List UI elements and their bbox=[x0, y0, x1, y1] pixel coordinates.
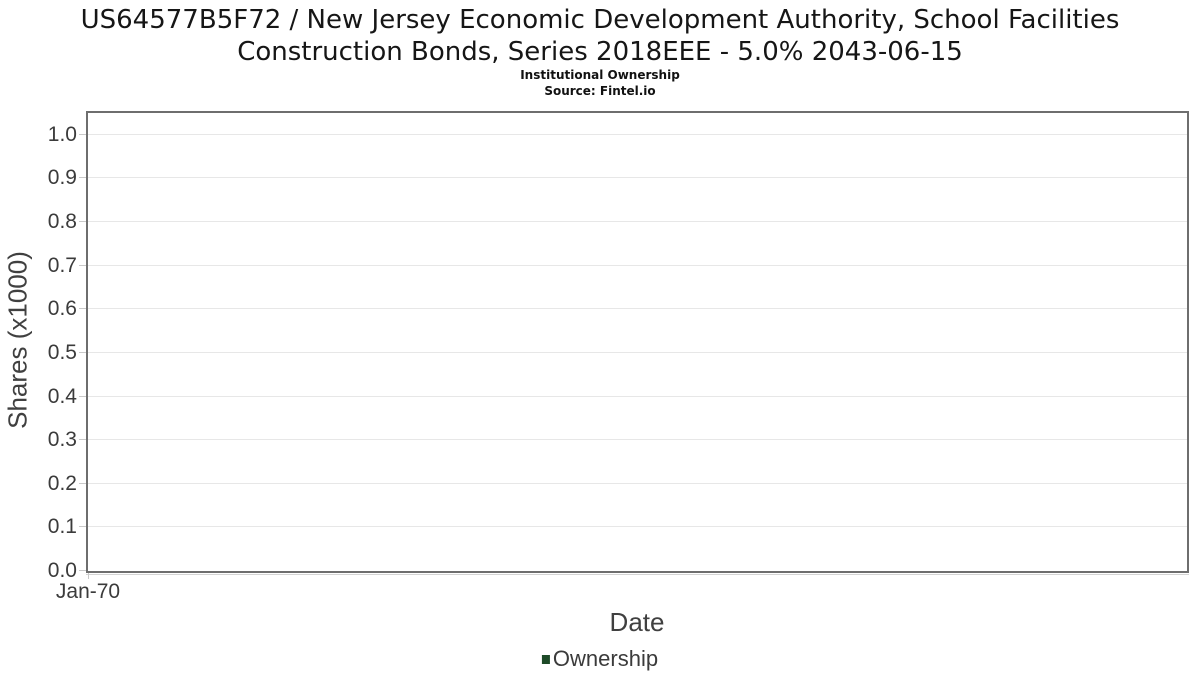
y-tick-label: 0.1 bbox=[47, 515, 77, 539]
y-tick-label: 0.5 bbox=[47, 340, 77, 364]
y-tick-label: 1.0 bbox=[47, 122, 77, 146]
y-tick-mark bbox=[79, 439, 86, 441]
y-gridline bbox=[88, 308, 1187, 310]
chart-title-line1: US64577B5F72 / New Jersey Economic Devel… bbox=[80, 5, 1120, 35]
y-tick-label: 0.0 bbox=[47, 559, 77, 582]
y-tick-label: 0.6 bbox=[47, 297, 77, 321]
y-tick-mark bbox=[79, 308, 86, 310]
y-tick-mark bbox=[79, 482, 86, 484]
legend-label-ownership: Ownership bbox=[552, 646, 659, 671]
y-axis-title: Shares (x1000) bbox=[2, 251, 33, 429]
y-tick-mark bbox=[79, 351, 86, 353]
y-gridline bbox=[88, 526, 1187, 528]
y-tick-label: 0.9 bbox=[47, 166, 77, 190]
y-tick-label: 0.7 bbox=[47, 253, 77, 277]
chart-source-credit: Source: Fintel.io bbox=[544, 84, 656, 98]
legend-item-ownership[interactable]: Ownership bbox=[541, 646, 659, 672]
chart-title-line2: Construction Bonds, Series 2018EEE - 5.0… bbox=[237, 37, 963, 67]
y-tick-label: 0.8 bbox=[47, 210, 77, 234]
y-tick-label: 0.3 bbox=[47, 428, 77, 452]
chart-title: US64577B5F72 / New Jersey Economic Devel… bbox=[0, 4, 1200, 68]
y-tick-mark bbox=[79, 177, 86, 179]
y-tick-mark bbox=[79, 221, 86, 223]
y-gridline bbox=[88, 395, 1187, 397]
legend-swatch-ownership bbox=[541, 654, 550, 664]
x-axis-title: Date bbox=[609, 607, 665, 637]
y-gridline bbox=[88, 221, 1187, 223]
chart-subtitle: Institutional Ownership bbox=[520, 68, 680, 82]
y-tick-label: 0.4 bbox=[47, 384, 77, 408]
y-gridline bbox=[88, 439, 1187, 441]
x-tick-label: Jan-70 bbox=[55, 580, 121, 603]
y-tick-label: 0.2 bbox=[47, 471, 77, 495]
y-tick-mark bbox=[79, 264, 86, 266]
y-gridline bbox=[88, 264, 1187, 266]
x-tick-mark bbox=[88, 573, 89, 579]
y-gridline bbox=[88, 133, 1187, 135]
y-tick-mark bbox=[79, 570, 86, 571]
y-gridline bbox=[88, 482, 1187, 484]
y-tick-mark bbox=[79, 526, 86, 528]
y-gridline bbox=[88, 177, 1187, 179]
y-tick-mark bbox=[79, 395, 86, 397]
plot-area: 0.0 0.1 0.2 0.3 0.4 0.5 0.6 0.7 0.8 0.9 1.0 Jan-70 bbox=[48, 111, 1189, 603]
y-tick-mark bbox=[79, 133, 86, 135]
y-gridline bbox=[88, 351, 1187, 353]
x-axis-line bbox=[86, 574, 1189, 575]
